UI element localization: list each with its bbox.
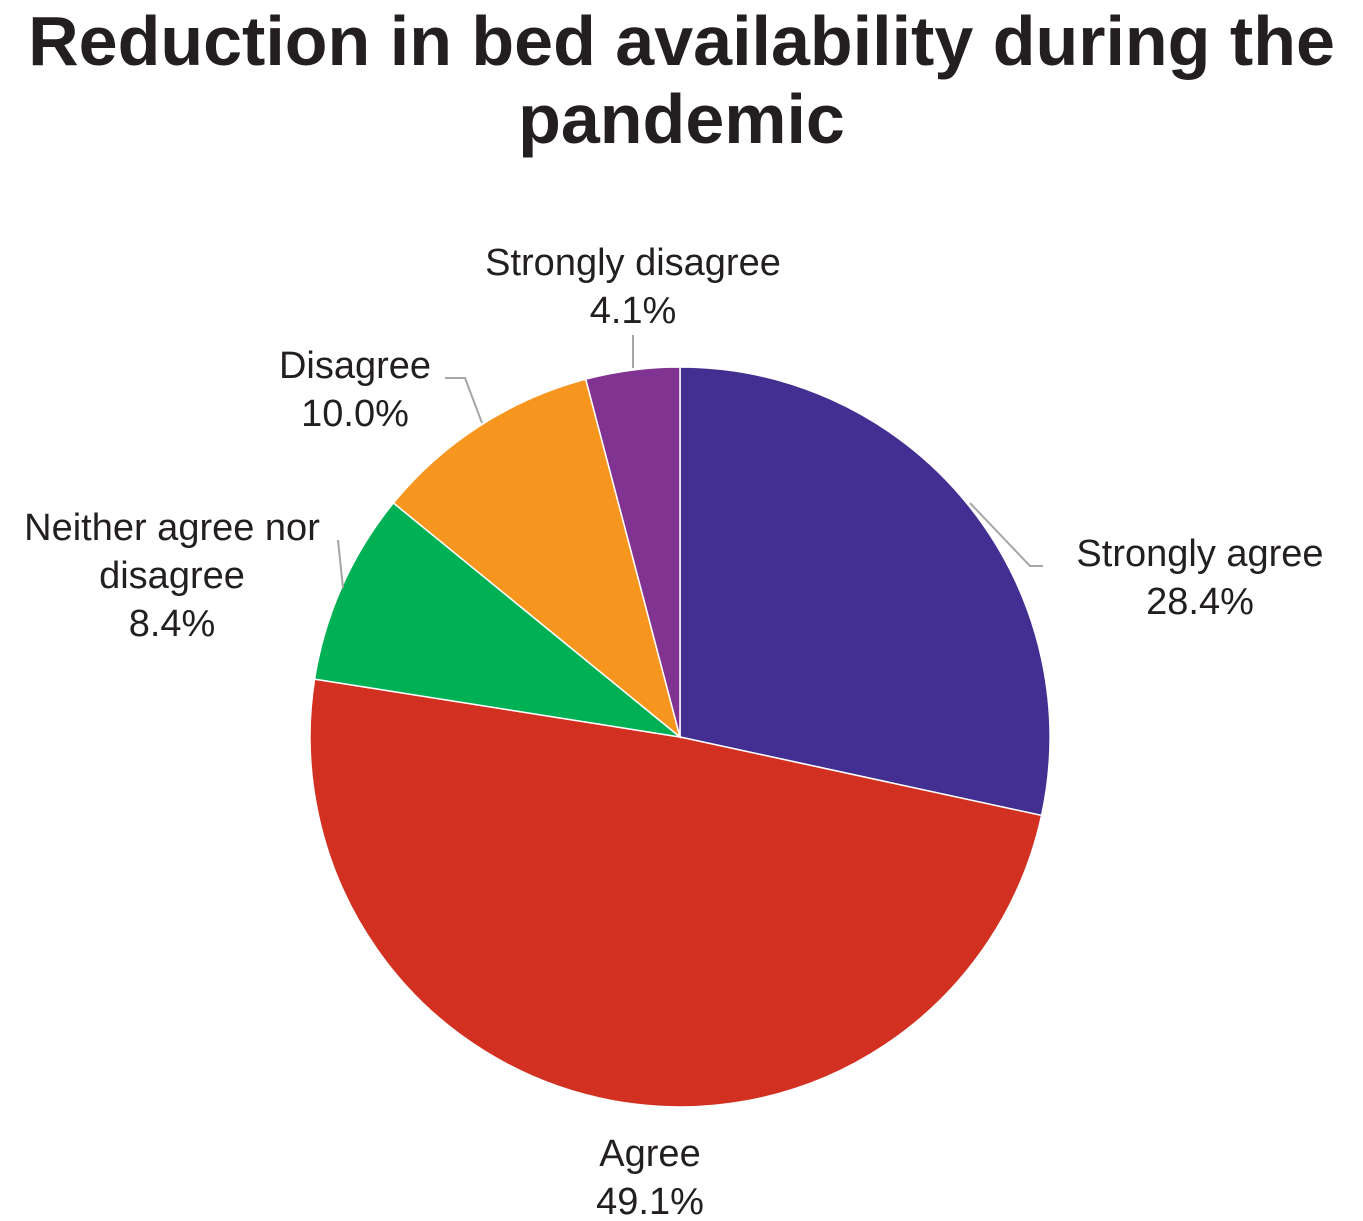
slice-labels: Strongly agree 28.4% Agree 49.1% Neither agr…	[24, 242, 1323, 1221]
pie-slices	[309, 366, 1051, 1108]
slice-category-label: Strongly agree	[1076, 533, 1323, 575]
slice-value-label: 8.4%	[129, 603, 216, 645]
pie-slice-disagree	[392, 378, 682, 740]
leader-line-strongly-agree	[969, 502, 1043, 567]
pie-slice-agree	[309, 678, 1043, 1108]
slice-value-label: 10.0%	[301, 393, 409, 435]
leader-lines	[337, 335, 1043, 589]
slice-label-agree: Agree 49.1%	[596, 1133, 704, 1221]
slice-value-label: 49.1%	[596, 1181, 704, 1221]
leader-line-disagree	[445, 377, 483, 424]
chart-title-line-1: Reduction in bed availability during the	[28, 2, 1335, 80]
chart-title: Reduction in bed availability during the…	[0, 2, 1363, 158]
slice-label-disagree: Disagree 10.0%	[279, 345, 431, 435]
pie-slice-strongly-disagree	[584, 366, 681, 738]
slice-category-label: Disagree	[279, 345, 431, 387]
pie-slice-strongly-agree	[679, 366, 1051, 817]
slice-category-label: Neither agree nor	[24, 507, 320, 549]
slice-category-label: Agree	[599, 1133, 700, 1175]
slice-label-strongly-disagree: Strongly disagree 4.1%	[485, 242, 781, 332]
slice-category-label: disagree	[99, 555, 245, 597]
chart-title-line-2: pandemic	[518, 80, 845, 158]
slice-value-label: 4.1%	[590, 290, 677, 332]
slice-value-label: 28.4%	[1146, 581, 1254, 623]
slice-category-label: Strongly disagree	[485, 242, 781, 284]
slice-label-strongly-agree: Strongly agree 28.4%	[1076, 533, 1323, 623]
leader-line-neither-agree-nor-disagree	[337, 539, 344, 589]
slice-label-neither-agree-nor-disagree: Neither agree nor disagree 8.4%	[24, 507, 320, 645]
